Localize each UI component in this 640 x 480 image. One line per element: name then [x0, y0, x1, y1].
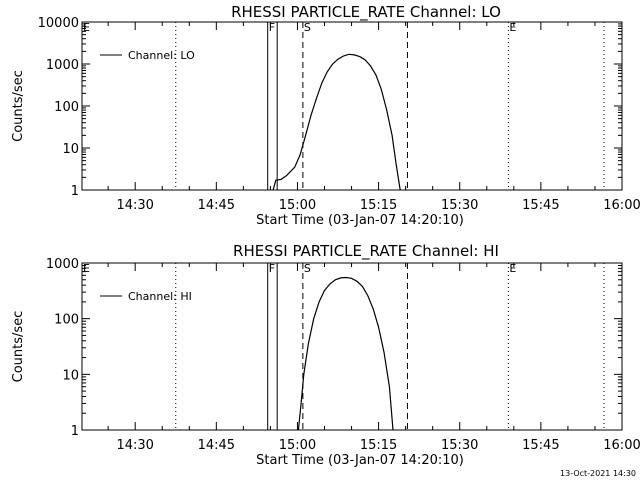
event-marker-label: E [83, 21, 90, 34]
x-tick-label: 15:15 [360, 198, 397, 213]
x-tick-label: 15:00 [279, 438, 316, 453]
x-tick-label: 15:45 [522, 438, 559, 453]
event-marker-label: E [509, 262, 516, 275]
footer-timestamp: 13-Oct-2021 14:30 [560, 469, 636, 478]
legend-entry: Channel: LO [128, 49, 195, 62]
chart-panel: RHESSI PARTICLE_RATE Channel: LO 10000 100… [11, 3, 640, 228]
x-tick-label: 15:00 [279, 198, 316, 213]
series-line [297, 276, 394, 431]
y-tick-label: 1 [71, 184, 79, 199]
y-axis-label: Counts/sec [11, 311, 26, 383]
chart-panel: RHESSI PARTICLE_RATE Channel: HI 1000 100 1… [11, 242, 640, 468]
x-tick-label: 14:30 [116, 198, 153, 213]
plot-frame [81, 262, 623, 431]
x-tick-label: 15:15 [360, 438, 397, 453]
series-line [272, 53, 401, 191]
event-marker-label: F [269, 21, 275, 34]
x-tick-label: 15:30 [441, 198, 478, 213]
x-tick-label: 14:45 [198, 438, 235, 453]
y-tick-label: 1000 [46, 58, 79, 73]
event-marker-label: F [269, 262, 275, 275]
chart-title: RHESSI PARTICLE_RATE Channel: HI [233, 242, 499, 261]
x-axis-label: Start Time (03-Jan-07 14:20:10) [256, 213, 464, 228]
event-marker-label: S [304, 262, 311, 275]
event-marker-label: E [509, 21, 516, 34]
x-axis-label: Start Time (03-Jan-07 14:20:10) [256, 453, 464, 468]
y-tick-label: 100 [54, 100, 79, 115]
x-tick-label: 16:00 [603, 198, 640, 213]
event-marker-label: S [304, 21, 311, 34]
legend-entry: Channel: HI [128, 290, 192, 303]
chart-title: RHESSI PARTICLE_RATE Channel: LO [231, 3, 501, 22]
y-tick-label: 1 [71, 424, 79, 439]
y-tick-label: 10000 [38, 16, 79, 31]
y-tick-label: 10 [62, 368, 79, 383]
x-tick-label: 15:30 [441, 438, 478, 453]
plot-frame [81, 21, 623, 191]
x-tick-label: 14:30 [116, 438, 153, 453]
x-tick-label: 14:45 [198, 198, 235, 213]
x-tick-label: 15:45 [522, 198, 559, 213]
y-tick-label: 1000 [46, 257, 79, 272]
y-tick-label: 10 [62, 142, 79, 157]
event-marker-label: E [83, 262, 90, 275]
y-axis-label: Counts/sec [11, 70, 26, 142]
y-tick-label: 100 [54, 313, 79, 328]
x-tick-label: 16:00 [603, 438, 640, 453]
